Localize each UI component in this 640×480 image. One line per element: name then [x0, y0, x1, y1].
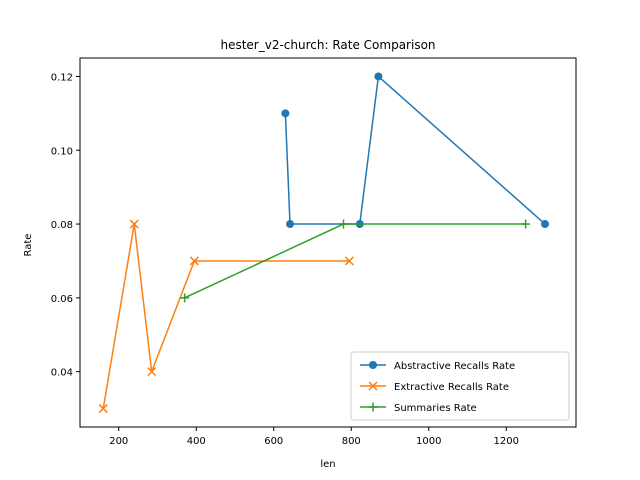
marker-series-1-4	[344, 256, 354, 266]
y-axis-label: Rate	[23, 234, 34, 257]
y-tick-label-1: 0.06	[51, 294, 73, 305]
y-tick-label-2: 0.08	[51, 220, 73, 231]
legend-label-1: Extractive Recalls Rate	[394, 382, 509, 393]
legend-label-2: Summaries Rate	[394, 403, 477, 414]
plot-area: 200 400 600 800 1000 1200 0.04 0.06 0.08 0.10 0.12	[51, 57, 577, 447]
x-tick-label-4: 1000	[416, 436, 441, 447]
x-tick-label-3: 800	[342, 436, 361, 447]
marker-series-2-1	[339, 219, 348, 229]
y-tick-label-4: 0.12	[51, 72, 73, 83]
marker-series-2-2	[521, 219, 531, 229]
marker-series-1-0	[98, 404, 108, 414]
marker-series-1-2	[147, 367, 157, 377]
marker-series-2-0	[180, 293, 190, 303]
marker-legend-2-0	[368, 402, 378, 412]
axes-frame	[79, 57, 577, 428]
marker-legend-0-0	[369, 361, 377, 369]
x-axis-label: len	[320, 459, 335, 470]
marker-series-1-1	[129, 219, 139, 229]
marker-legend-1-0	[368, 381, 378, 391]
y-tick-label-0: 0.04	[51, 368, 73, 379]
marker-series-1-3	[189, 256, 199, 266]
marker-series-0-3	[374, 72, 383, 81]
legend: Abstractive Recalls Rate Extractive Recal…	[350, 351, 570, 421]
x-tick-label-5: 1200	[494, 436, 519, 447]
x-tick-label-2: 600	[264, 436, 283, 447]
marker-series-0-4	[541, 220, 549, 229]
legend-label-0: Abstractive Recalls Rate	[394, 361, 515, 372]
y-tick-label-3: 0.10	[51, 146, 73, 157]
marker-series-0-1	[286, 220, 295, 229]
x-tick-label-0: 200	[109, 436, 128, 447]
x-tick-label-1: 400	[187, 436, 206, 447]
chart-title: hester_v2-church: Rate Comparison	[220, 38, 435, 52]
legend-box	[350, 351, 570, 421]
marker-series-0-0	[281, 109, 290, 118]
